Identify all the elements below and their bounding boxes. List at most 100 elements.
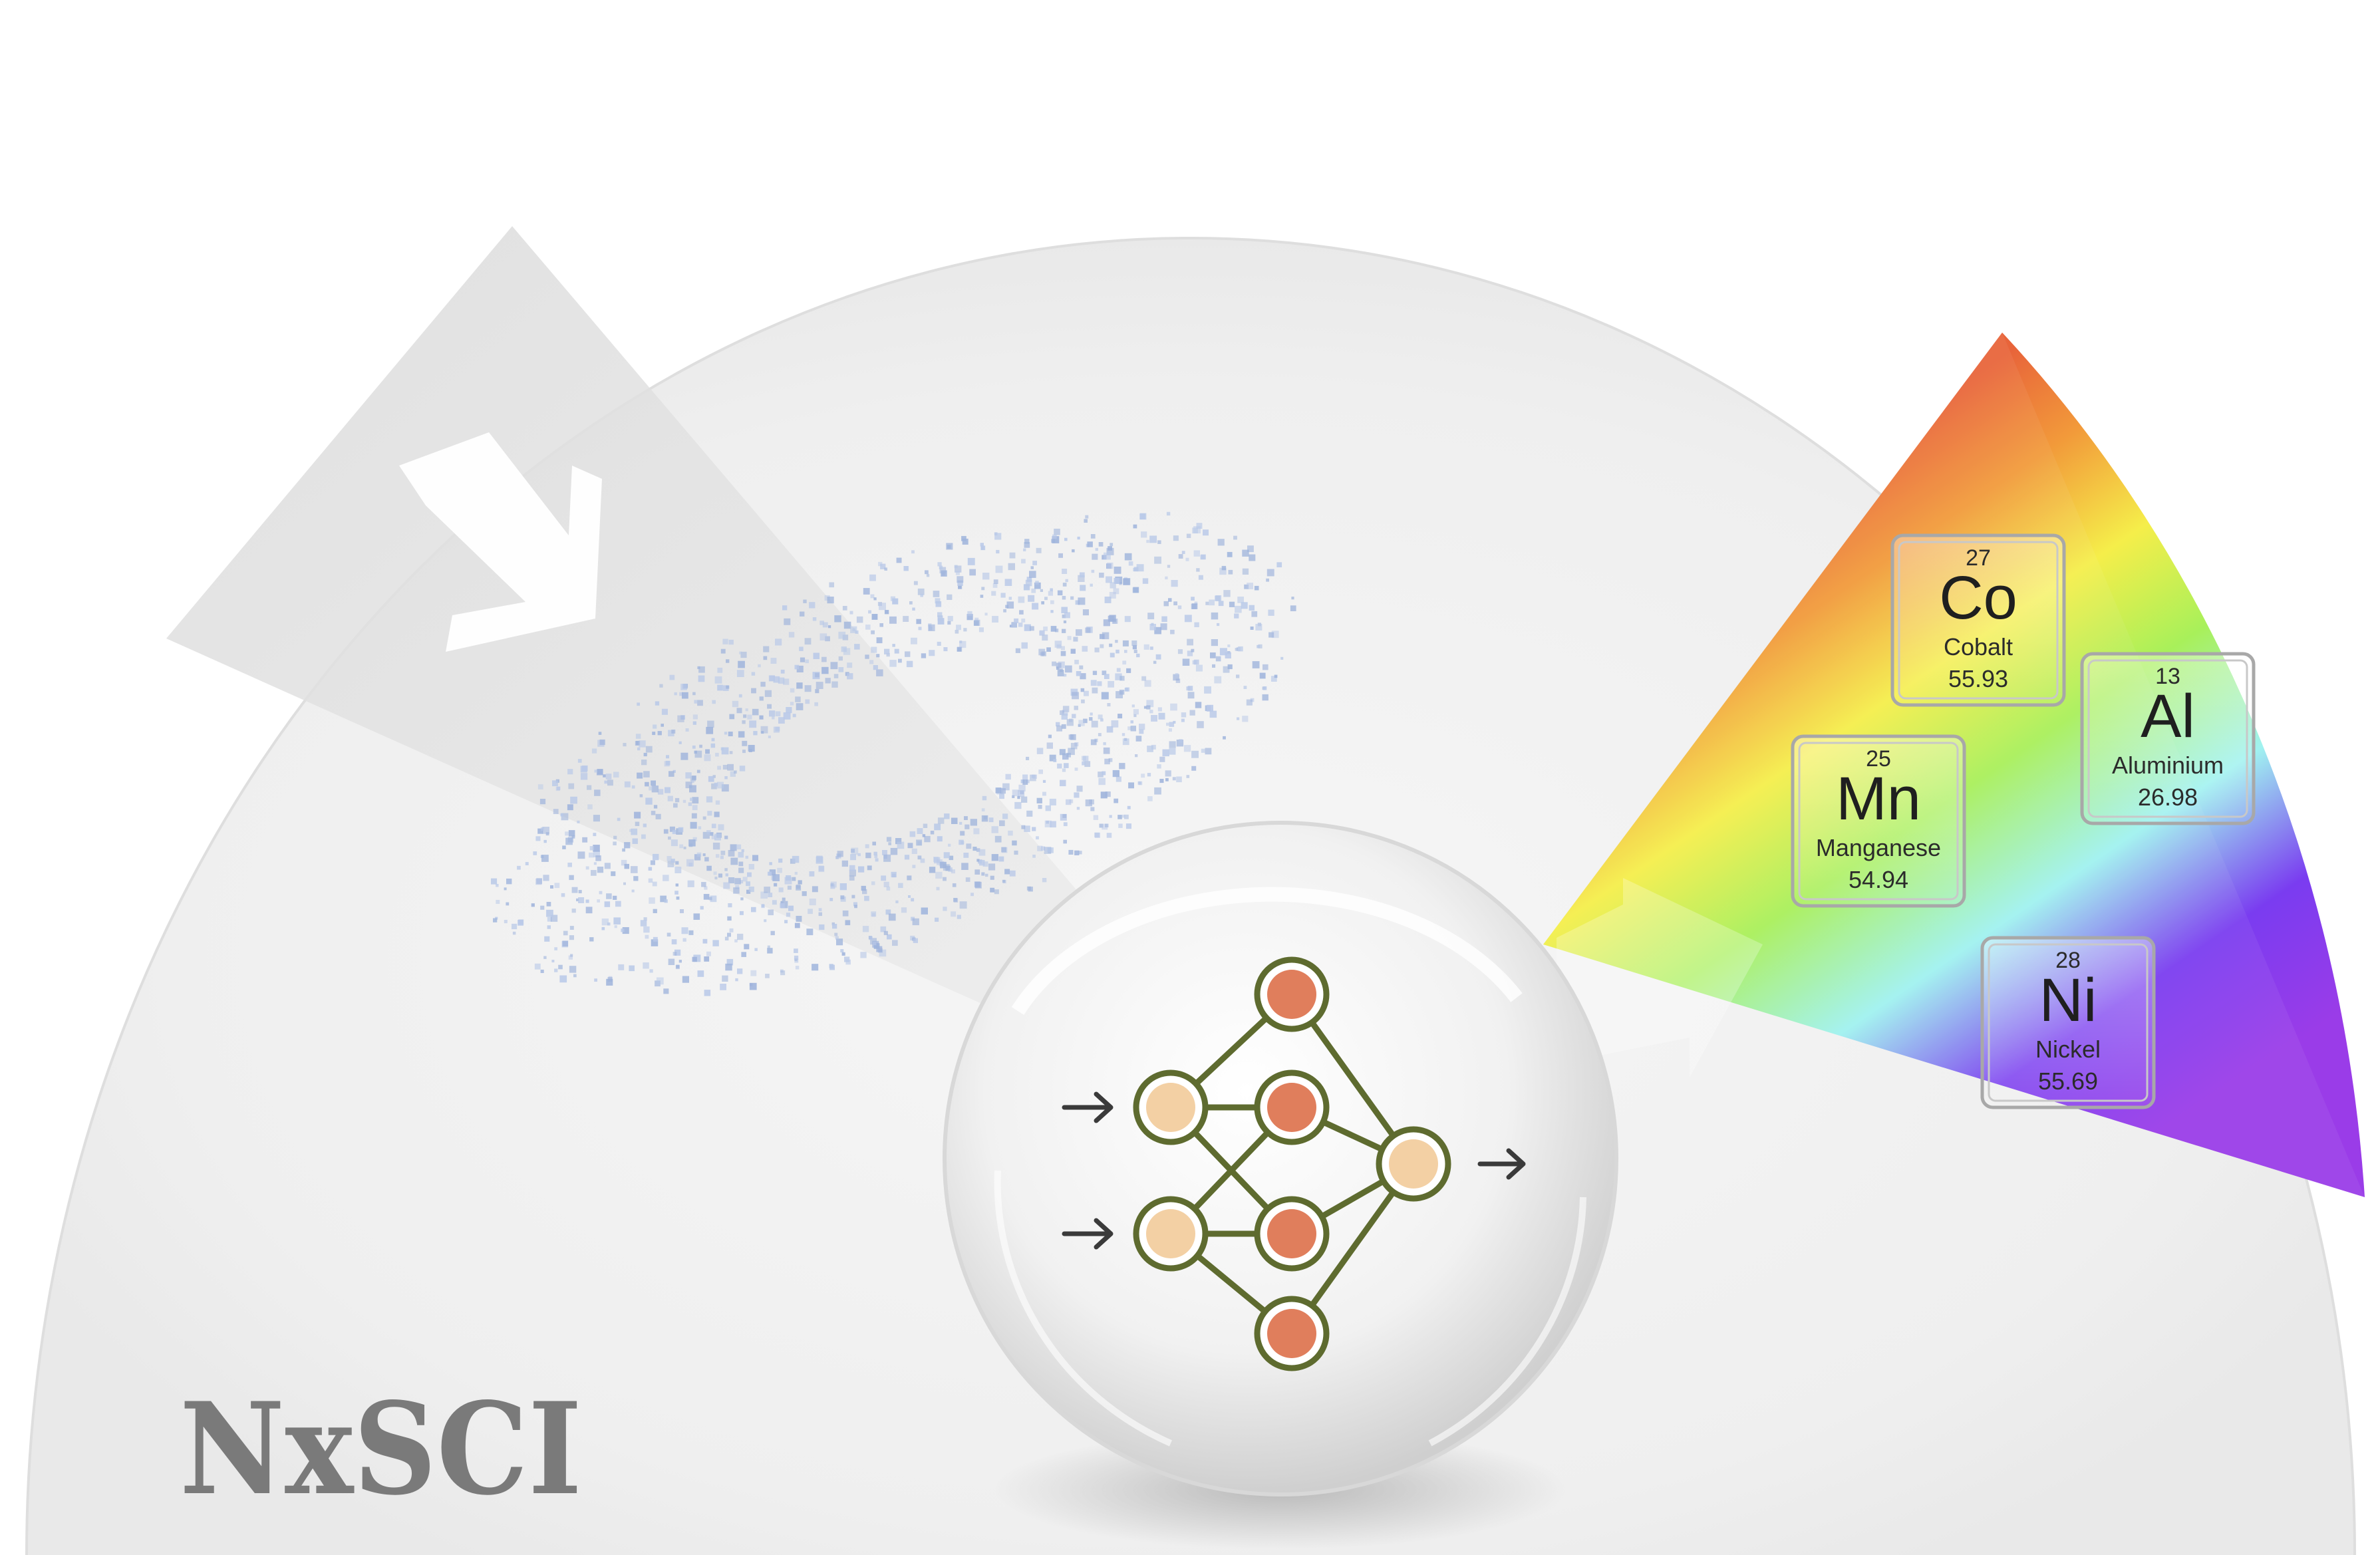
particle	[1063, 822, 1068, 827]
particle	[957, 915, 961, 919]
particle	[937, 618, 944, 625]
particle	[668, 958, 675, 965]
particle	[554, 968, 558, 972]
particle	[939, 565, 943, 569]
particle	[774, 883, 778, 887]
logo-text: NxSCI	[180, 1375, 582, 1523]
particle	[1114, 578, 1120, 584]
particle	[889, 616, 897, 624]
particle	[849, 611, 853, 615]
particle	[895, 900, 899, 904]
particle	[1026, 810, 1033, 817]
particle	[552, 780, 558, 787]
particle	[1113, 588, 1119, 595]
particle	[790, 702, 794, 706]
particle	[1062, 596, 1066, 600]
particle	[911, 898, 915, 902]
particle	[830, 881, 837, 888]
particle	[534, 963, 541, 970]
particle	[1046, 847, 1052, 853]
particle	[604, 780, 608, 784]
particle	[1266, 578, 1269, 582]
particle	[1032, 827, 1036, 831]
particle	[691, 780, 694, 783]
particle	[1092, 553, 1098, 560]
particle	[1207, 704, 1213, 712]
particle	[1004, 579, 1012, 586]
particle	[980, 543, 984, 547]
particle	[573, 974, 577, 978]
particle	[818, 908, 822, 912]
particle	[869, 660, 874, 664]
particle	[1078, 720, 1085, 726]
particle	[970, 893, 974, 897]
particle	[1194, 601, 1198, 605]
particle	[1196, 568, 1200, 572]
particle	[1201, 554, 1206, 560]
particle	[674, 692, 677, 696]
particle	[775, 726, 780, 732]
particle	[1009, 625, 1012, 628]
particle	[966, 843, 972, 849]
particle	[1135, 754, 1138, 758]
particle	[637, 772, 643, 779]
particle	[569, 935, 574, 940]
particle	[1004, 869, 1010, 875]
particle	[871, 913, 875, 917]
particle	[796, 885, 802, 891]
particle	[568, 955, 573, 960]
particle	[1030, 566, 1034, 569]
particle	[1061, 724, 1066, 729]
particle	[1098, 542, 1104, 547]
particle	[1215, 656, 1221, 662]
particle	[728, 732, 733, 736]
particle	[897, 841, 905, 849]
particle	[736, 844, 742, 850]
particle	[1057, 670, 1064, 676]
particle	[668, 836, 671, 840]
particle	[849, 869, 856, 877]
particle	[773, 676, 780, 683]
particle	[1242, 568, 1249, 575]
particle	[580, 773, 588, 780]
element-symbol: Ni	[2039, 966, 2097, 1034]
particle	[1104, 674, 1110, 679]
particle	[849, 865, 855, 871]
particle	[815, 672, 819, 678]
particle	[853, 902, 857, 907]
particle	[603, 774, 606, 778]
particle	[961, 535, 967, 541]
particle	[1059, 749, 1066, 756]
particle	[926, 574, 930, 577]
particle	[1162, 749, 1169, 757]
particle	[591, 748, 597, 754]
particle	[717, 766, 721, 770]
particle	[782, 897, 786, 901]
particle	[838, 656, 843, 661]
particle	[1058, 553, 1063, 558]
particle	[533, 851, 537, 855]
particle	[1080, 585, 1086, 591]
particle	[911, 848, 917, 854]
particle	[1183, 745, 1191, 752]
particle	[1103, 742, 1106, 746]
particle	[1158, 712, 1165, 720]
particle	[847, 662, 853, 668]
particle	[578, 890, 582, 894]
particle	[688, 863, 693, 867]
particle	[907, 875, 912, 881]
particle	[985, 873, 988, 877]
particle	[767, 704, 772, 709]
particle	[643, 926, 650, 933]
particle	[512, 931, 516, 935]
particle	[1021, 559, 1026, 564]
particle	[1084, 761, 1091, 768]
hidden-node	[1267, 1209, 1316, 1258]
particle	[847, 673, 853, 680]
particle	[912, 918, 919, 926]
particle	[1175, 673, 1179, 676]
particle	[702, 853, 706, 857]
particle	[1114, 566, 1121, 574]
particle	[716, 854, 720, 858]
particle	[506, 902, 510, 906]
